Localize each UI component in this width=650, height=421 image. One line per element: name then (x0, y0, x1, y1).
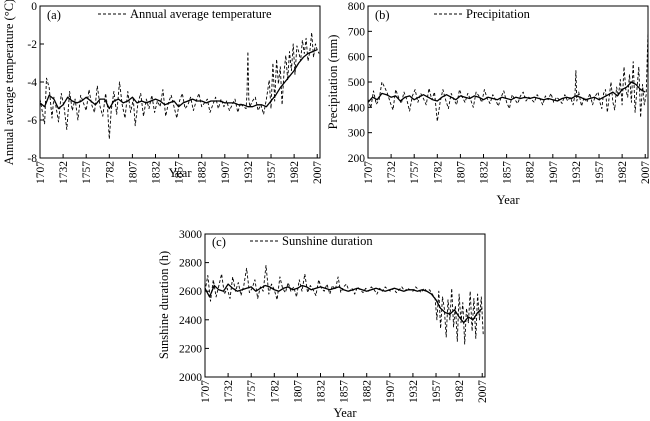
panel-b-x-tick-label: 1807 (455, 161, 467, 184)
panel-c-solid-series-line (204, 283, 483, 324)
panel-c-x-title: Year (333, 406, 357, 420)
panel-c-legend-label: Sunshine duration (282, 234, 373, 248)
panel-c-x-axis: 1707 1732 1757 1782 1807 1832 1857 1882 1907 1932… (200, 373, 489, 403)
panel-a-y-tick-label: -8 (27, 153, 37, 165)
panel-b-y-tick-label: 400 (348, 102, 366, 114)
panel-b-x-tick-label: 1932 (571, 161, 583, 184)
panel-b-y-title: Precipitation (mm) (326, 35, 340, 130)
panel-c-x-tick-label: 1882 (362, 380, 374, 403)
panel-b-x-axis: 1707 1732 1757 1782 1807 1832 1857 1882 1907 1932… (363, 154, 650, 184)
panel-b-x-tick-label: 1782 (432, 161, 444, 184)
panel-c-y-axis: 2000 2200 2400 2600 2800 3000 (179, 229, 209, 384)
panel-a-legend: Annual average temperature (98, 7, 272, 21)
panel-b-x-tick-label: 1757 (409, 161, 421, 184)
panel-a-x-tick-label: 1732 (58, 161, 70, 184)
panel-c-x-tick-label: 1807 (292, 380, 304, 403)
panel-c-frame (204, 233, 486, 378)
panel-b-y-tick-label: 500 (348, 77, 366, 89)
panel-c-y-tick-label: 2400 (179, 315, 202, 327)
panel-b-x-tick-label: 1907 (548, 161, 560, 184)
panel-c-dashed-series-line (204, 265, 484, 345)
panel-b-y-tick-label: 600 (348, 52, 366, 64)
panel-a-x-tick-label: 1832 (151, 161, 163, 184)
panel-c-y-tick-label: 3000 (179, 229, 202, 241)
panel-b-series (367, 31, 649, 122)
panel-b: (b) Precipitation 200300400500600700800 … (326, 1, 650, 207)
panel-a-y-tick-label: -6 (27, 115, 37, 127)
panel-c-x-tick-label: 2007 (477, 380, 489, 403)
panel-c-y-tick-label: 2800 (179, 258, 202, 270)
panel-b-y-tick-label: 300 (348, 128, 366, 140)
panel-c-x-tick-label: 1757 (246, 380, 258, 403)
panel-a-x-tick-label: 2007 (312, 161, 324, 184)
panel-c-letter: (c) (212, 235, 226, 249)
panel-a-x-tick-label: 1907 (220, 161, 232, 184)
panel-c-x-tick-label: 1782 (269, 380, 281, 403)
panel-a: (a) Annual average temperature -8 -6 -4 -2 0… (2, 0, 324, 184)
panel-b-legend: Precipitation (434, 7, 531, 21)
panel-b-x-tick-label: 1957 (594, 161, 606, 184)
panel-b-legend-label: Precipitation (466, 7, 531, 21)
panel-a-y-axis: -8 -6 -4 -2 0 (27, 1, 44, 165)
panel-b-x-tick-label: 1832 (479, 161, 491, 184)
panel-a-x-title: Year (168, 166, 192, 180)
panel-b-x-tick-label: 2007 (640, 161, 650, 184)
panel-a-legend-label: Annual average temperature (130, 7, 272, 21)
panel-a-series (39, 32, 320, 140)
panel-c-series (204, 265, 484, 345)
panel-c-legend: Sunshine duration (250, 234, 373, 248)
panel-c-x-tick-label: 1707 (200, 380, 212, 403)
panel-c-x-tick-label: 1982 (454, 380, 466, 403)
panel-a-y-title: Annual average temperature (°C) (2, 0, 16, 165)
panel-b-x-title: Year (496, 193, 520, 207)
panel-b-x-tick-label: 1982 (617, 161, 629, 184)
panel-b-letter: (b) (375, 8, 390, 22)
panel-b-x-tick-label: 1882 (525, 161, 537, 184)
panel-c-x-tick-label: 1932 (408, 380, 420, 403)
panel-b-solid-series-line (367, 81, 646, 103)
panel-a-x-tick-label: 1932 (243, 161, 255, 184)
panel-a-x-tick-label: 1957 (266, 161, 278, 184)
panel-a-x-tick-label: 1857 (174, 161, 186, 184)
panel-c-x-tick-label: 1857 (339, 380, 351, 403)
panel-b-y-axis: 200 300 400 500 600 700 800 (348, 1, 372, 165)
panel-c-y-tick-label: 2200 (179, 343, 202, 355)
panel-c-y-title: Sunshine duration (h) (157, 251, 171, 359)
panel-a-x-tick-label: 1782 (104, 161, 116, 184)
panel-a-x-axis: 1707 1732 1757 1782 1807 1832 1857 1882 1907 1932… (35, 154, 324, 184)
panel-c-x-tick-label: 1957 (431, 380, 443, 403)
panel-a-y-tick-label: -2 (27, 39, 37, 51)
panel-a-solid-series-line (39, 49, 318, 110)
panel-c-y-tick-label: 2600 (179, 286, 202, 298)
panel-c-x-tick-label: 1907 (385, 380, 397, 403)
panel-a-dashed-series-line (39, 32, 320, 140)
panel-a-x-tick-label: 1807 (127, 161, 139, 184)
panel-a-x-tick-label: 1707 (35, 161, 47, 184)
panel-a-x-tick-label: 1882 (197, 161, 209, 184)
panel-b-y-tick-label: 700 (348, 26, 366, 38)
panel-a-x-tick-label: 1982 (289, 161, 301, 184)
panel-b-dashed-series-line (367, 31, 649, 122)
panel-a-x-tick-label: 1757 (81, 161, 93, 184)
panel-c-x-tick-label: 1732 (223, 380, 235, 403)
panel-a-y-tick-label: -4 (27, 77, 37, 89)
panel-b-y-tick-label: 200 (348, 153, 366, 165)
panel-a-letter: (a) (47, 8, 61, 22)
panel-a-y-tick-label: 0 (31, 1, 37, 13)
panel-b-y-tick-label: 800 (348, 1, 366, 13)
panel-b-x-tick-label: 1857 (502, 161, 514, 184)
panel-c-y-tick-label: 2000 (179, 372, 202, 384)
panel-c: (c) Sunshine duration 2000 2200 2400 2600 28… (157, 229, 489, 420)
panel-c-x-tick-label: 1832 (316, 380, 328, 403)
panel-b-x-tick-label: 1707 (363, 161, 375, 184)
panel-b-x-tick-label: 1732 (386, 161, 398, 184)
panel-b-frame (367, 5, 649, 159)
